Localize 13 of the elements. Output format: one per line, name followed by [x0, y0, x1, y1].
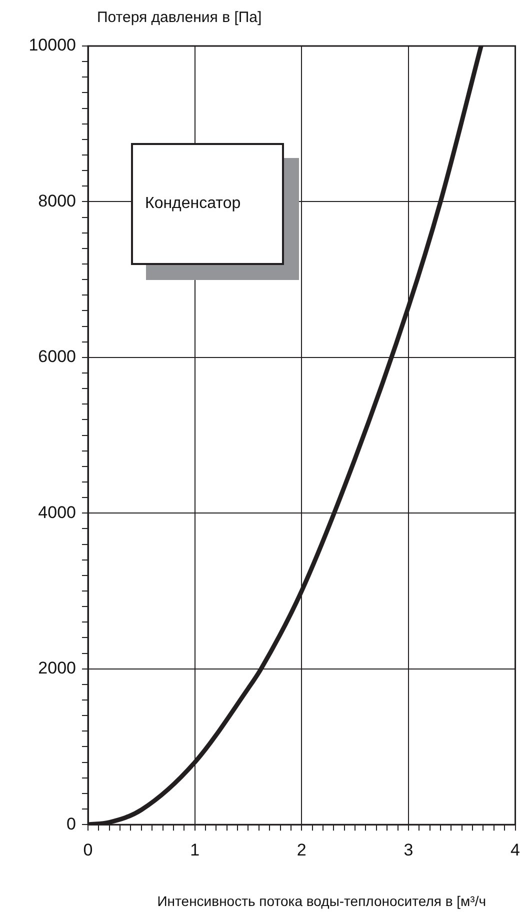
x-tick-label: 0	[83, 840, 93, 860]
y-tick-label: 4000	[38, 502, 76, 522]
y-tick-label: 2000	[38, 658, 76, 678]
x-tick-label: 4	[510, 840, 520, 860]
y-tick-label: 6000	[38, 347, 76, 366]
x-tick-label: 2	[296, 840, 306, 860]
x-axis-title: Интенсивность потока воды-теплоносителя в [м³/ч	[157, 893, 486, 909]
x-tick-label: 1	[190, 840, 200, 860]
y-tick-label: 10000	[28, 36, 76, 55]
x-tick-label: 3	[404, 840, 414, 860]
y-tick-label: 0	[66, 814, 76, 834]
y-axis-title: Потеря давления в [Па]	[97, 9, 262, 26]
y-tick-label: 8000	[38, 191, 76, 210]
